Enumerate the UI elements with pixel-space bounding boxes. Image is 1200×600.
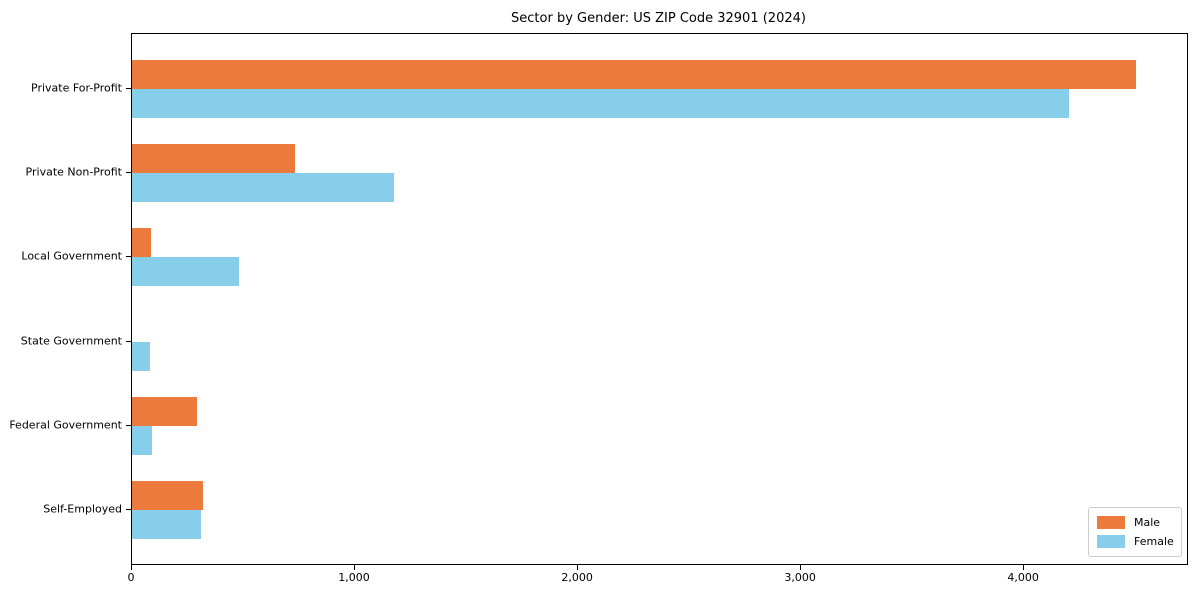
legend-label-male: Male (1134, 516, 1161, 529)
y-tick-mark (126, 172, 132, 174)
chart-title: Sector by Gender: US ZIP Code 32901 (202… (511, 11, 806, 26)
y-tick-mark (126, 424, 132, 426)
bar-female-state-government (132, 341, 150, 371)
female-color-swatch (1097, 535, 1125, 548)
legend: Male Female (1088, 507, 1182, 557)
plot-area (131, 33, 1188, 565)
bar-male-local-government (132, 228, 151, 258)
x-tick-mark (577, 564, 579, 570)
y-axis-label-private-non-profit: Private Non-Profit (25, 165, 122, 179)
x-axis-tick-label: 2,000 (561, 571, 593, 584)
x-tick-mark (800, 564, 802, 570)
y-tick-mark (126, 509, 132, 510)
bar-female-local-government (132, 257, 240, 287)
y-axis-label-local-government: Local Government (21, 249, 122, 263)
bar-male-private-non-profit (132, 144, 295, 174)
x-axis-tick-label: 4,000 (1007, 571, 1039, 584)
x-tick-mark (354, 564, 356, 570)
x-axis-tick-label: 1,000 (338, 571, 370, 584)
x-tick-mark (131, 564, 132, 570)
bar-female-private-for-profit (132, 89, 1069, 118)
y-tick-mark (126, 256, 132, 258)
bar-female-federal-government (132, 425, 153, 455)
x-tick-mark (1023, 564, 1025, 570)
bar-male-federal-government (132, 396, 197, 426)
bar-female-self-employed (132, 510, 202, 539)
male-color-swatch (1097, 516, 1125, 529)
y-axis-label-federal-government: Federal Government (9, 418, 122, 432)
y-tick-mark (126, 88, 132, 89)
legend-entry-male: Male (1089, 513, 1181, 532)
y-axis-label-self-employed: Self-Employed (43, 502, 122, 516)
bar-male-self-employed (132, 481, 204, 510)
bar-female-private-non-profit (132, 173, 395, 203)
y-axis-label-private-for-profit: Private For-Profit (31, 81, 122, 95)
x-axis-tick-label: 3,000 (784, 571, 816, 584)
legend-entry-female: Female (1089, 532, 1181, 551)
y-axis-label-state-government: State Government (20, 334, 122, 348)
y-tick-mark (126, 340, 132, 342)
x-axis-tick-label: 0 (127, 571, 135, 584)
legend-label-female: Female (1134, 535, 1174, 548)
bar-male-private-for-profit (132, 60, 1136, 89)
